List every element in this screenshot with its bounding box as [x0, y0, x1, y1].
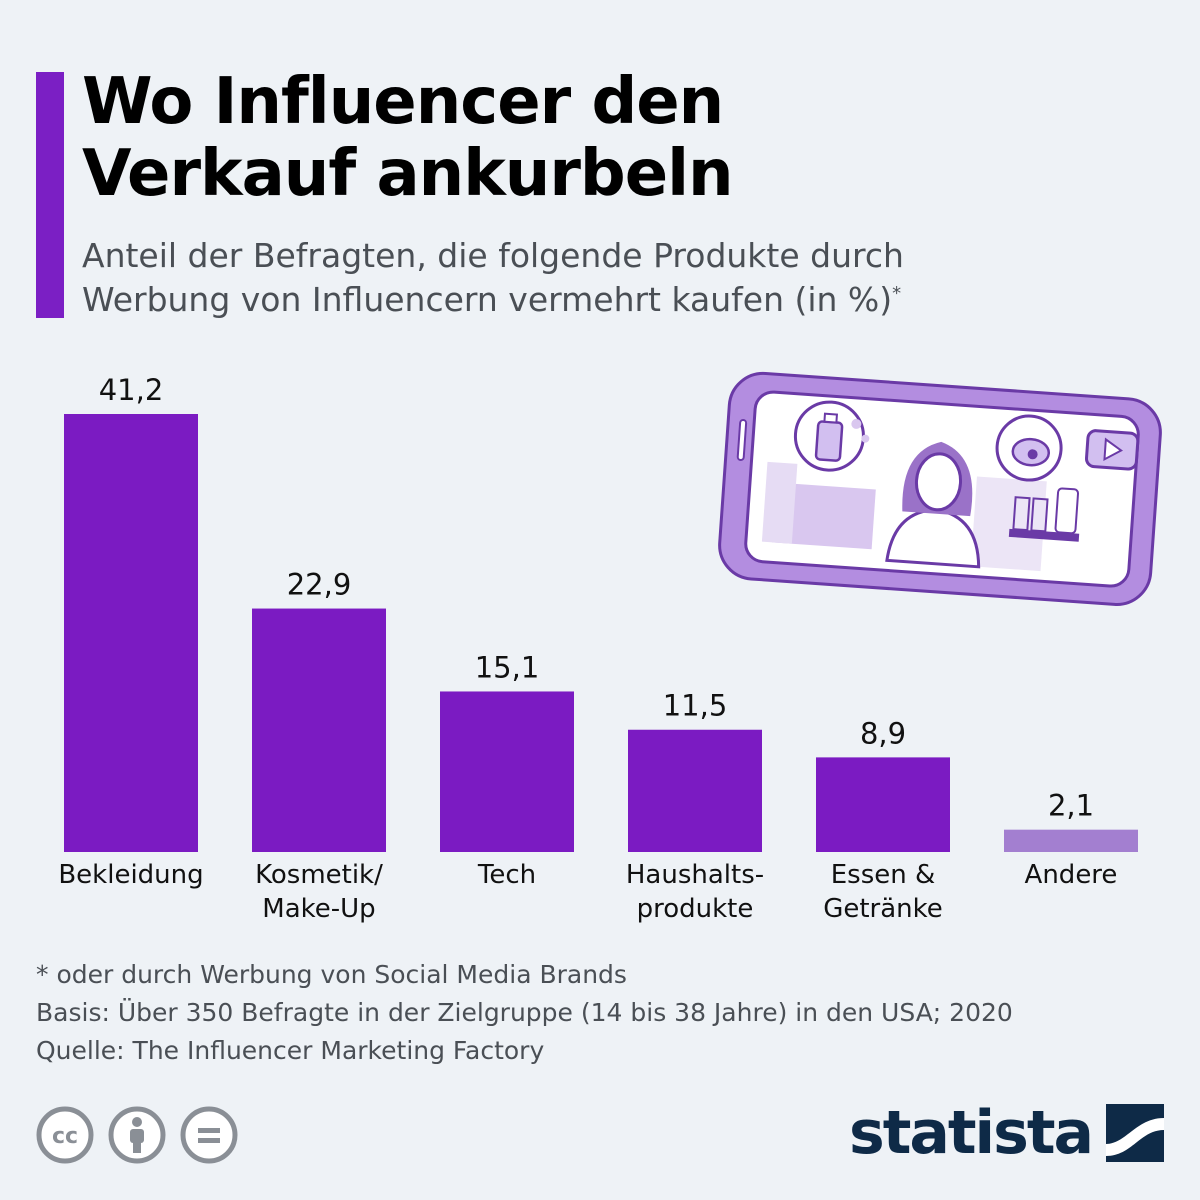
title-accent-bar	[36, 72, 64, 318]
value-label-5: 2,1	[1048, 789, 1094, 823]
bar-4	[816, 757, 950, 852]
category-label-5: Andere	[1025, 860, 1118, 890]
subtitle-asterisk: *	[892, 283, 902, 304]
category-label-1-line-1: Make-Up	[262, 894, 375, 924]
chart-subtitle: Anteil der Befragten, die folgende Produ…	[82, 234, 1162, 322]
category-label-2: Tech	[477, 860, 536, 890]
footnote-source: Quelle: The Influencer Marketing Factory	[36, 1036, 545, 1065]
category-label-0: Bekleidung	[58, 860, 203, 890]
cc-icon[interactable]: cc	[36, 1106, 94, 1164]
bar-0	[64, 414, 198, 852]
category-label-2-line-0: Tech	[477, 860, 536, 890]
by-icon[interactable]	[108, 1106, 166, 1164]
bar-chart: 41,2 Bekleidung 22,9 Kosmetik/Make-Up 15,1 Te…	[58, 373, 1138, 924]
value-label-2: 15,1	[475, 650, 540, 684]
phone-illustration	[718, 371, 1162, 606]
bar-1	[252, 608, 386, 852]
footnote-asterisk: * oder durch Werbung von Social Media Br…	[36, 960, 627, 989]
value-label-3: 11,5	[663, 689, 728, 723]
subtitle-line-2-text: Werbung von Influencern vermehrt kaufen …	[82, 280, 893, 319]
category-label-3-line-1: produkte	[637, 894, 754, 924]
title-line-2: Verkauf ankurbeln	[82, 137, 734, 211]
subtitle-line-1: Anteil der Befragten, die folgende Produ…	[82, 236, 904, 275]
subtitle-line-2: Werbung von Influencern vermehrt kaufen …	[82, 278, 1162, 322]
nd-icon[interactable]	[180, 1106, 238, 1164]
value-label-4: 8,9	[860, 716, 906, 750]
value-label-1: 22,9	[287, 568, 352, 602]
value-label-0: 41,2	[99, 373, 164, 407]
category-label-4: Essen & Getränke	[823, 860, 943, 924]
category-label-4-line-1: Getränke	[823, 894, 943, 924]
category-label-4-line-0: Essen &	[831, 860, 936, 890]
footnotes: * oder durch Werbung von Social Media Br…	[36, 956, 1013, 1070]
bar-5	[1004, 829, 1138, 852]
category-label-1: Kosmetik/Make-Up	[255, 860, 383, 924]
statista-logo[interactable]: statista	[849, 1098, 1164, 1168]
chart-title: Wo Influencer den Verkauf ankurbeln	[82, 66, 1162, 210]
category-label-1-line-0: Kosmetik/	[255, 860, 383, 890]
category-label-3: Haushalts-produkte	[626, 860, 764, 924]
statista-mark-icon	[1106, 1104, 1164, 1162]
category-label-3-line-0: Haushalts-	[626, 860, 764, 890]
bar-3	[628, 729, 762, 852]
bar-2	[440, 691, 574, 852]
footnote-basis: Basis: Über 350 Befragte in der Zielgrup…	[36, 998, 1013, 1027]
license-icons: cc	[36, 1106, 238, 1164]
category-label-0-line-0: Bekleidung	[58, 860, 203, 890]
title-line-1: Wo Influencer den	[82, 65, 724, 139]
brand-wordmark: statista	[848, 1098, 1094, 1168]
svg-text:cc: cc	[52, 1124, 78, 1149]
category-label-5-line-0: Andere	[1025, 860, 1118, 890]
